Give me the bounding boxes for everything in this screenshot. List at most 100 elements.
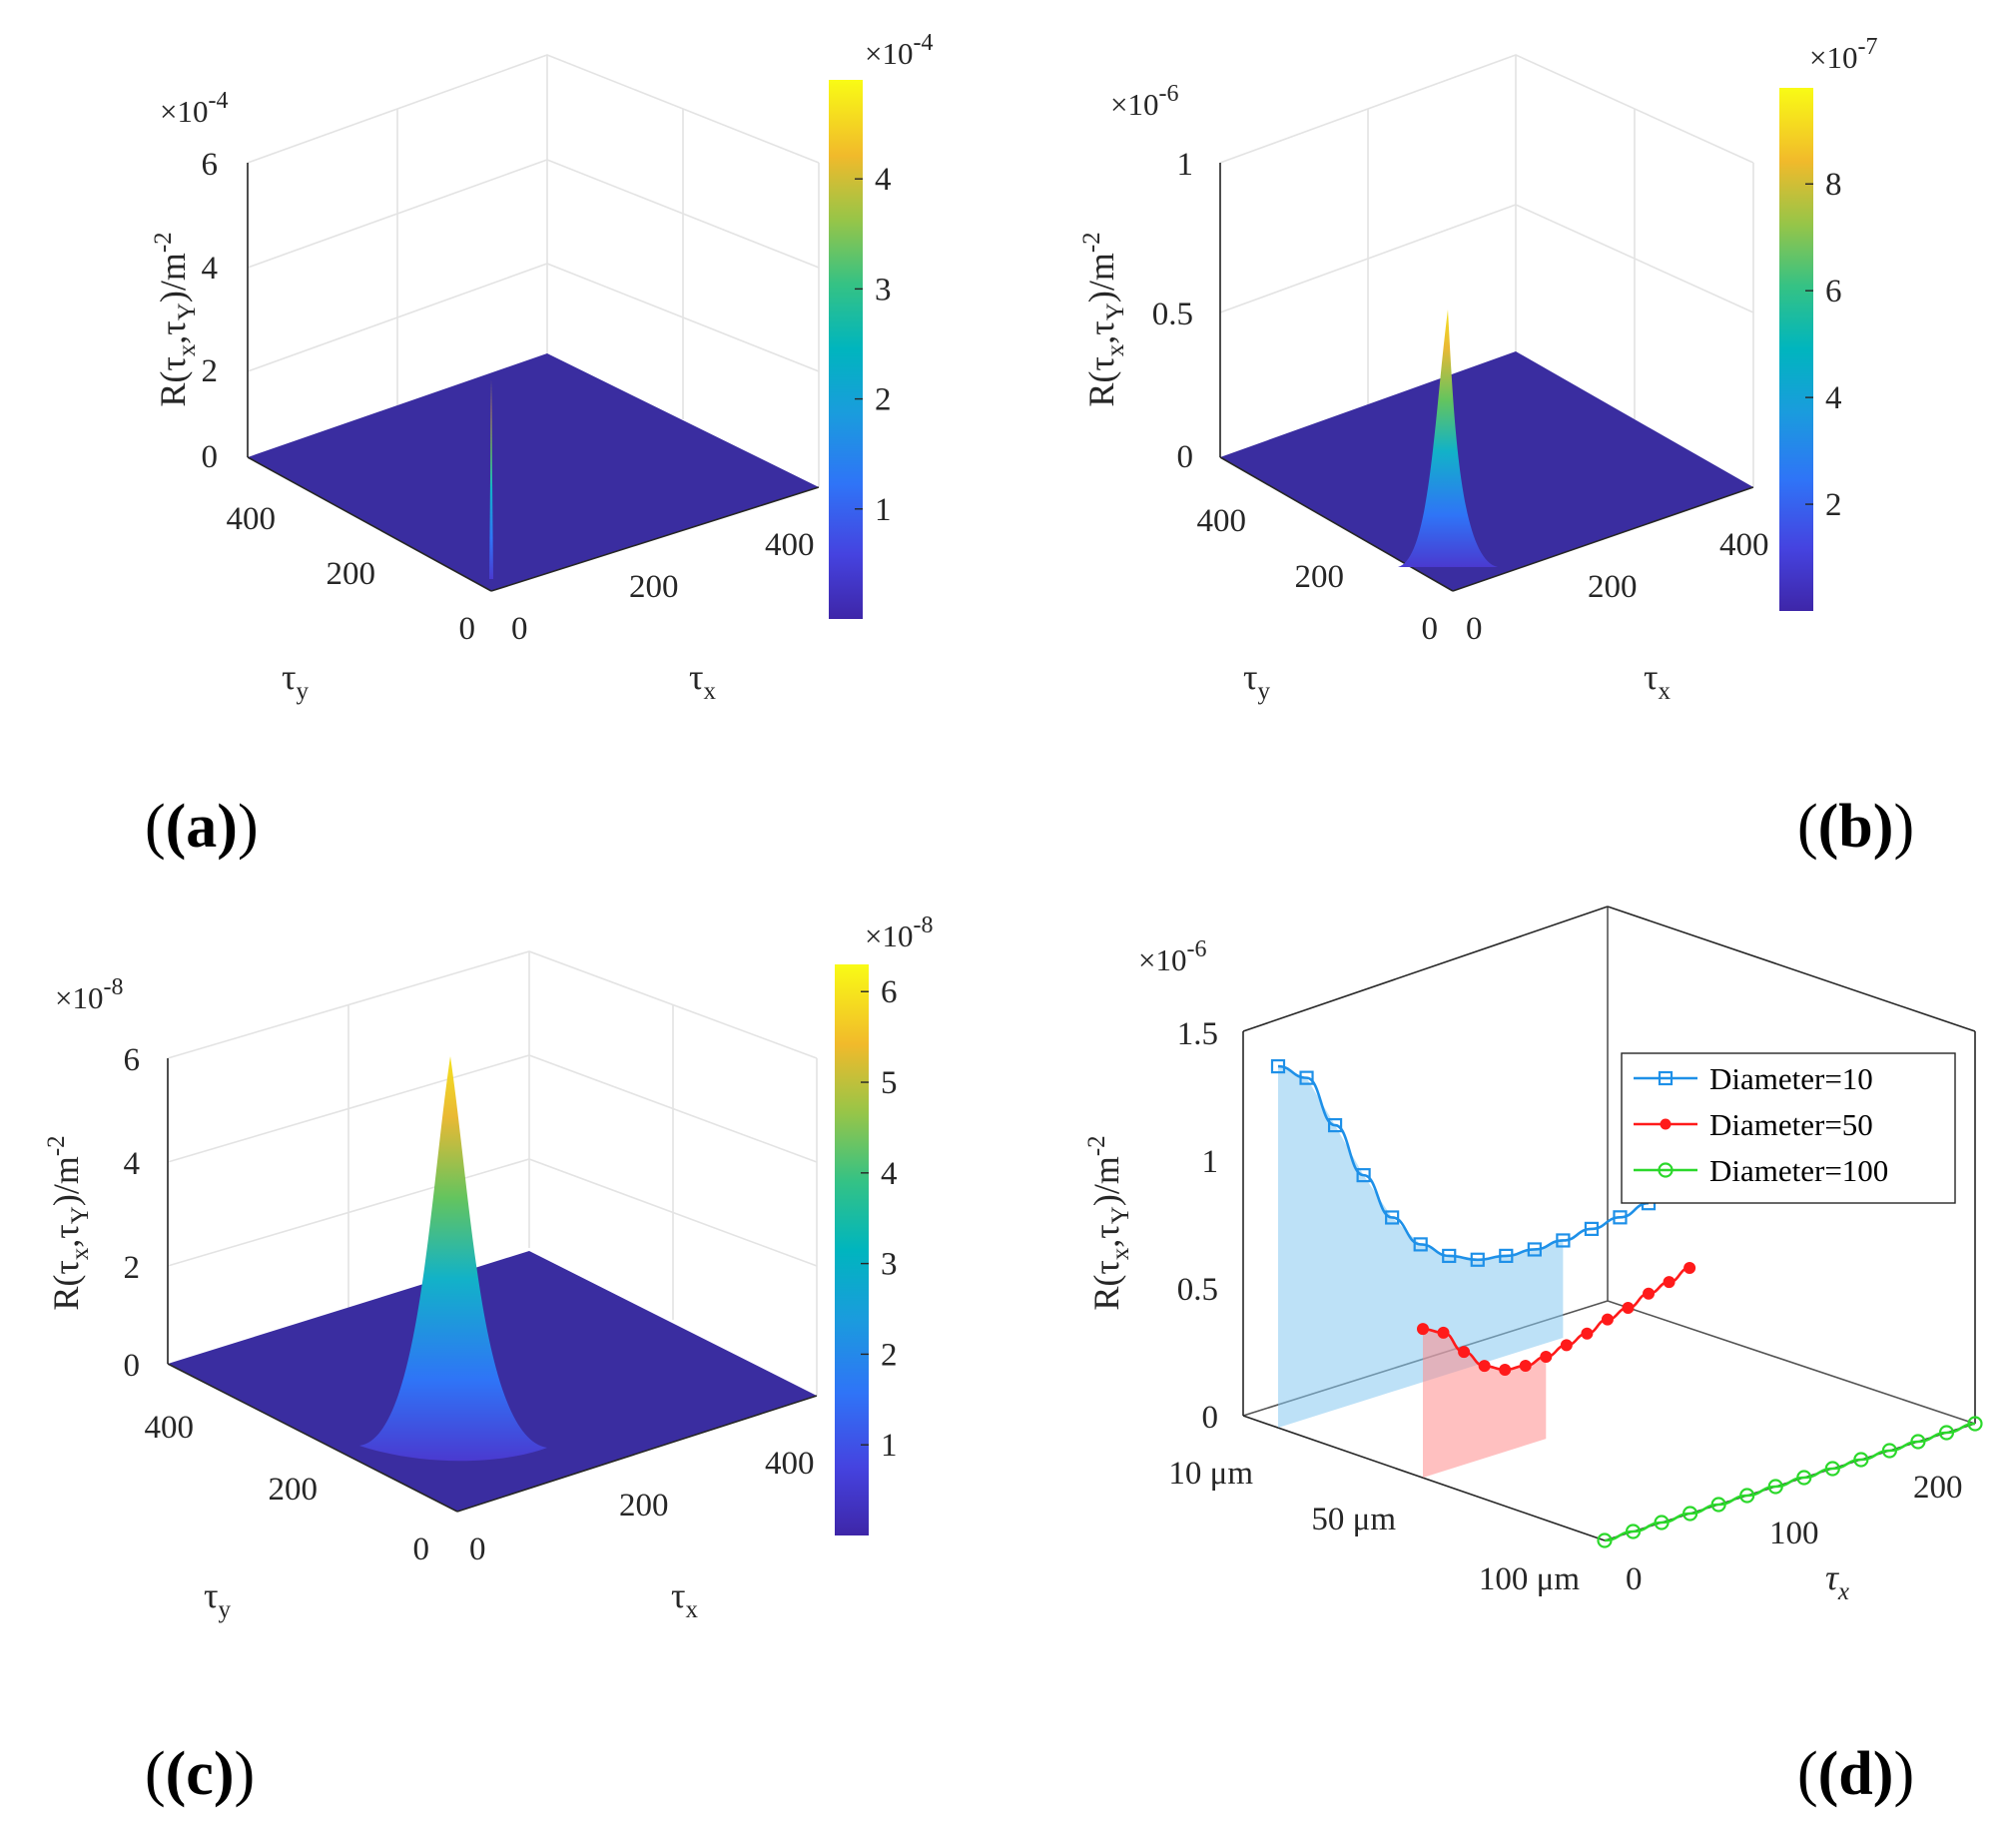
panel-b: ×10-6 1 0.5 0 R(τx,τY)/m-2 400 200 0 τy …	[1078, 34, 1914, 861]
panel-a-z-tick: 4	[202, 251, 219, 287]
data-point	[1654, 1515, 1670, 1530]
panel-c-y-tick: 0	[413, 1531, 430, 1567]
panel-b-y-label: τy	[1243, 657, 1270, 705]
panel-c-label: ((c))	[145, 1740, 255, 1808]
panel-c-peak	[359, 1056, 547, 1462]
panel-b-z-label: R(τx,τY)/m-2	[1078, 232, 1129, 406]
colorbar-tick-label: 4	[1825, 380, 1842, 416]
data-point	[1967, 1416, 1983, 1432]
panel-d-legend: Diameter=10 Diameter=50 Diameter=100	[1621, 1052, 1956, 1204]
panel-b-x-axis	[1452, 486, 1754, 592]
data-point	[1601, 1313, 1614, 1326]
panel-a-colorbar	[829, 80, 863, 619]
data-point	[1499, 1248, 1514, 1264]
panel-a-y-tick: 400	[227, 501, 277, 537]
panel-b-colorbar-ticks: 2 4 6 8	[1805, 167, 1842, 523]
data-point	[1796, 1470, 1812, 1486]
panel-d-x-label: τx	[1825, 1557, 1849, 1605]
panel-d-z-tick: 0	[1202, 1400, 1219, 1436]
panel-a-x-label: τx	[689, 657, 716, 705]
panel-c-z-tick: 2	[124, 1250, 141, 1286]
panel-c-y-label: τy	[204, 1575, 231, 1623]
panel-a-z-exponent: ×10-4	[160, 88, 228, 129]
data-point	[1519, 1360, 1532, 1373]
panel-a-x-tick: 0	[511, 611, 528, 647]
panel-d-fill-region	[1278, 1066, 1564, 1428]
panel-d-z-label: R(τx,τY)/m-2	[1083, 1135, 1134, 1310]
legend-marker	[1658, 1162, 1674, 1178]
panel-c-z-exponent: ×10-8	[55, 974, 123, 1015]
panel-a-y-tick: 0	[459, 611, 476, 647]
panel-c-colorbar-exponent: ×10-8	[865, 913, 933, 953]
panel-a-label: ((a))	[145, 793, 259, 861]
panel-c-x-tick: 400	[765, 1446, 815, 1482]
data-point	[1710, 1497, 1726, 1513]
panel-b-surface	[1220, 351, 1753, 591]
panel-c-y-tick: 200	[269, 1472, 319, 1508]
panel-d-series	[1270, 1058, 1983, 1548]
colorbar-tick-label: 2	[881, 1337, 898, 1373]
colorbar-tick-label: 2	[875, 382, 892, 418]
colorbar-tick-label: 6	[1825, 274, 1842, 309]
panel-a-z-tick: 6	[202, 147, 219, 183]
data-point	[1613, 1210, 1628, 1225]
data-point	[1540, 1350, 1553, 1363]
colorbar-tick-label: 1	[881, 1428, 898, 1464]
panel-d: ×10-6 1.5 1 0.5 0 R(τx,τY)/m-2 10 μm 50 …	[1083, 906, 1983, 1808]
panel-a-x-axis	[490, 486, 820, 592]
data-point	[1470, 1252, 1485, 1267]
legend-entry: Diameter=100	[1709, 1153, 1888, 1188]
panel-b-x-tick: 400	[1719, 527, 1769, 563]
data-point	[1739, 1488, 1755, 1504]
legend-entry: Diameter=10	[1709, 1061, 1873, 1096]
data-point	[1327, 1117, 1343, 1133]
data-point	[1853, 1452, 1869, 1468]
data-point	[1682, 1506, 1698, 1522]
panel-c-y-tick: 400	[145, 1410, 195, 1446]
data-point	[1478, 1360, 1491, 1373]
panel-c-colorbar-ticks: 1 2 3 4 5 6	[861, 974, 898, 1464]
panel-d-y-tick: 10 μm	[1168, 1456, 1253, 1492]
data-point	[1683, 1261, 1696, 1274]
panel-d-z-tick: 0.5	[1177, 1272, 1218, 1308]
data-point	[1581, 1327, 1594, 1340]
panel-d-fill-region	[1423, 1329, 1547, 1478]
data-point	[1385, 1210, 1400, 1225]
series-line	[1604, 1422, 1976, 1542]
panel-d-y-tick: 100 μm	[1479, 1561, 1580, 1597]
data-point	[1437, 1326, 1450, 1339]
data-point	[1356, 1168, 1371, 1183]
panel-a-x-tick: 400	[765, 527, 815, 563]
legend-entry: Diameter=50	[1709, 1107, 1873, 1142]
panel-b-z-tick: 0.5	[1152, 297, 1193, 332]
panel-d-fills	[1278, 1066, 1564, 1478]
panel-b-grid	[1219, 54, 1754, 487]
panel-a-colorbar-exponent: ×10-4	[865, 30, 933, 71]
legend-marker	[1658, 1070, 1674, 1086]
colorbar-tick-label: 4	[875, 162, 892, 198]
data-point	[1663, 1276, 1676, 1289]
data-point	[1938, 1425, 1955, 1441]
colorbar-tick-label: 4	[881, 1156, 898, 1192]
colorbar-tick-label: 1	[875, 492, 892, 528]
legend-marker	[1660, 1118, 1672, 1130]
panel-c-colorbar	[835, 964, 869, 1535]
panel-c-z-tick: 4	[124, 1146, 141, 1182]
panel-d-label: ((d))	[1797, 1740, 1914, 1808]
panel-a-surface	[248, 353, 819, 591]
panel-c-z-tick: 0	[124, 1348, 141, 1384]
panel-a-colorbar-ticks: 1 2 3 4	[855, 162, 892, 528]
panel-c-x-label: τx	[671, 1575, 698, 1623]
panel-a-z-label: R(τx,τY)/m-2	[150, 232, 201, 406]
panel-c-x-axis	[456, 1395, 818, 1513]
panel-d-x-tick: 0	[1626, 1561, 1643, 1597]
panel-a-y-axis	[247, 456, 492, 592]
data-point	[1622, 1301, 1635, 1314]
panel-d-z-tick: 1	[1202, 1144, 1219, 1180]
panel-b-colorbar	[1779, 88, 1813, 611]
panel-d-y-axis	[1242, 1415, 1606, 1541]
colorbar-tick-label: 8	[1825, 167, 1842, 203]
panel-c-z-tick: 6	[124, 1042, 141, 1078]
panel-d-x-tick: 100	[1769, 1516, 1819, 1551]
